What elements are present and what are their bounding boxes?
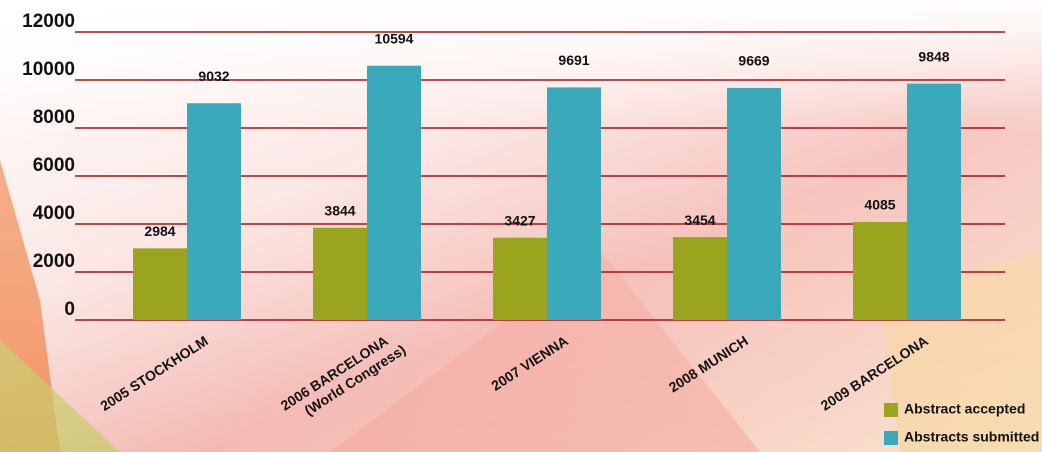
value-label: 10594 [375,30,414,46]
bar [133,248,187,320]
legend-label: Abstract accepted [904,401,1025,417]
bar [493,237,547,320]
value-label: 3454 [684,212,715,228]
y-tick-label: 10000 [22,59,75,80]
value-label: 9032 [198,68,229,84]
value-label: 9691 [558,52,589,68]
bar [673,237,727,320]
bar [367,65,421,320]
bar [727,87,781,320]
y-tick-label: 6000 [33,155,75,176]
y-tick-label: 2000 [33,251,75,272]
value-label: 3427 [504,212,535,228]
y-tick-label: 4000 [33,203,75,224]
legend-swatch [884,431,898,445]
bar [907,83,961,320]
bar [547,87,601,320]
value-label: 3844 [324,202,355,218]
value-label: 2984 [144,223,175,239]
bar [313,227,367,320]
value-label: 9848 [918,48,949,64]
y-tick-label: 0 [64,299,75,320]
value-label: 9669 [738,53,769,69]
bar [187,103,241,321]
legend-label: Abstracts submitted [904,429,1039,445]
y-tick-label: 8000 [33,107,75,128]
legend-swatch [884,403,898,417]
value-label: 4085 [864,197,895,213]
bar [853,221,907,320]
y-tick-label: 12000 [22,11,75,32]
